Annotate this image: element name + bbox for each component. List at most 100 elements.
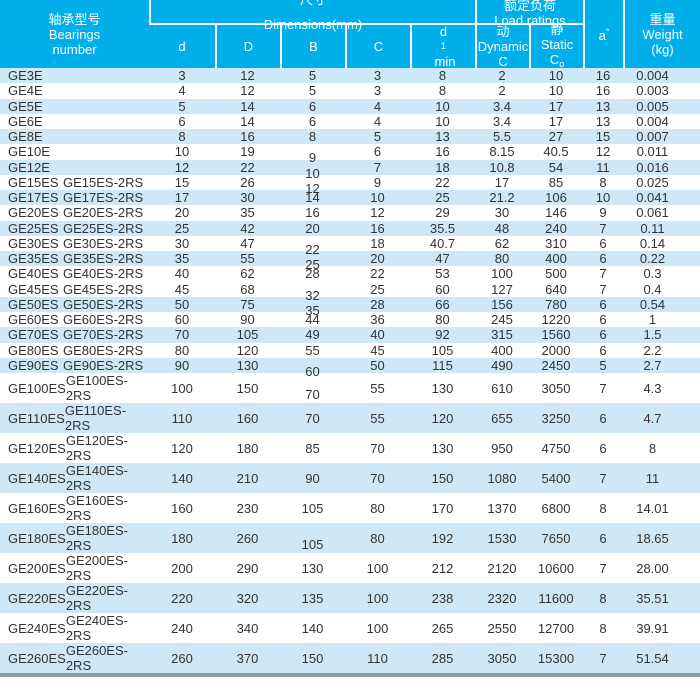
cell-static-co: 146 bbox=[545, 205, 567, 221]
cell-static-co: 54 bbox=[548, 159, 564, 175]
cell-weight: 0.016 bbox=[636, 159, 669, 175]
cell-dynamic-c: 2320 bbox=[487, 590, 517, 606]
cell-a-deg: 6 bbox=[599, 251, 607, 267]
table-row: GE160ES GE160ES-2RS 160 230 105 80 170 1370 6800… bbox=[0, 493, 700, 523]
cell-bearing-names: GE40ES GE40ES-2RS bbox=[0, 266, 149, 281]
cell-static-co: 2450 bbox=[541, 357, 571, 373]
bearing-name: GE4E bbox=[8, 83, 43, 99]
cell-C: 20 bbox=[370, 251, 385, 267]
cell-static-co: 10 bbox=[548, 68, 564, 84]
cell-B: 32 bbox=[305, 287, 320, 303]
cell-a-deg: 16 bbox=[595, 83, 611, 99]
cell-d: 12 bbox=[174, 159, 190, 175]
bearing-name: GE100ES bbox=[8, 380, 66, 396]
cell-C: 100 bbox=[366, 560, 389, 576]
cell-D: 19 bbox=[240, 144, 255, 160]
cell-B: 135 bbox=[301, 590, 324, 606]
cell-static-co: 40.5 bbox=[543, 144, 569, 160]
cell-dynamic-c: 48 bbox=[494, 220, 510, 236]
cell-static-co: 85 bbox=[548, 174, 564, 190]
cell-C: 16 bbox=[370, 220, 385, 236]
cell-weight: 0.4 bbox=[643, 281, 662, 297]
cell-bearing-names: GE15ES GE15ES-2RS bbox=[0, 175, 149, 190]
cell-static-co: 240 bbox=[545, 220, 567, 236]
cell-D: 320 bbox=[236, 590, 259, 606]
cell-a-deg: 12 bbox=[595, 144, 611, 160]
cell-D: 260 bbox=[236, 530, 259, 546]
table-row: GE45ES GE45ES-2RS 45 68 32 25 60 127 640 7 0.4 bbox=[0, 281, 700, 303]
cell-dynamic-c: 1370 bbox=[487, 500, 517, 516]
header-stat-zh: 静 bbox=[550, 21, 564, 37]
cell-D: 12 bbox=[240, 83, 255, 99]
cell-d1-min: 192 bbox=[431, 530, 454, 546]
cell-B: 105 bbox=[301, 536, 324, 552]
bearing-name-2rs: GE40ES-2RS bbox=[63, 266, 144, 282]
cell-dynamic-c: 1080 bbox=[487, 470, 517, 486]
table-row: GE220ES GE220ES-2RS 220 320 135 100 238 2320 116… bbox=[0, 583, 700, 613]
cell-bearing-names: GE110ES GE110ES-2RS bbox=[0, 403, 149, 433]
cell-dynamic-c: 21.2 bbox=[489, 190, 515, 206]
bottom-border-bar bbox=[0, 673, 700, 677]
cell-B: 28 bbox=[305, 266, 320, 282]
cell-dynamic-c: 156 bbox=[491, 296, 513, 312]
cell-dynamic-c: 2550 bbox=[487, 620, 517, 636]
cell-bearing-names: GE70ES GE70ES-2RS bbox=[0, 327, 149, 342]
cell-weight: 28.00 bbox=[636, 560, 669, 576]
cell-a-deg: 7 bbox=[599, 650, 607, 666]
cell-weight: 0.003 bbox=[636, 83, 669, 99]
cell-d1-min: 150 bbox=[431, 470, 454, 486]
bearing-name-2rs: GE260ES-2RS bbox=[65, 643, 128, 673]
cell-bearing-names: GE5E bbox=[0, 99, 149, 114]
bearing-name: GE110ES bbox=[8, 410, 65, 426]
table-row: GE70ES GE70ES-2RS 70 105 49 40 92 315 1560 6 1.5 bbox=[0, 327, 700, 343]
bearing-name: GE50ES bbox=[8, 296, 59, 312]
cell-B: 6 bbox=[308, 98, 317, 114]
cell-bearing-names: GE12E bbox=[0, 160, 149, 175]
cell-d1-min: 120 bbox=[431, 410, 454, 426]
cell-weight: 0.54 bbox=[639, 296, 666, 312]
cell-static-co: 1220 bbox=[541, 312, 571, 328]
bearing-name-2rs: GE120ES-2RS bbox=[65, 433, 128, 463]
cell-C: 25 bbox=[370, 281, 385, 297]
cell-B: 130 bbox=[301, 560, 324, 576]
cell-bearing-names: GE90ES GE90ES-2RS bbox=[0, 358, 149, 373]
cell-a-deg: 6 bbox=[599, 530, 607, 546]
header-dimensions: 尺寸 Dimensions(mm) bbox=[149, 0, 475, 32]
bearing-name-2rs: GE70ES-2RS bbox=[63, 327, 144, 343]
cell-C: 9 bbox=[373, 174, 382, 190]
bearing-name: GE15ES bbox=[8, 174, 59, 190]
cell-d: 10 bbox=[174, 144, 190, 160]
cell-a-deg: 9 bbox=[599, 205, 607, 221]
bearing-name-2rs: GE60ES-2RS bbox=[63, 312, 144, 328]
table-row: GE8E 8 16 8 5 13 5.5 27 15 0.007 bbox=[0, 129, 700, 145]
table-row: GE15ES GE15ES-2RS 15 26 12 9 22 17 85 8 0.025 bbox=[0, 174, 700, 196]
cell-dynamic-c: 80 bbox=[494, 251, 510, 267]
cell-dynamic-c: 2120 bbox=[487, 560, 517, 576]
header-col-static: 静 Static Co bbox=[529, 21, 583, 69]
cell-a-deg: 8 bbox=[599, 590, 607, 606]
cell-D: 62 bbox=[240, 266, 255, 282]
cell-B: 90 bbox=[305, 470, 320, 486]
cell-C: 45 bbox=[370, 342, 385, 358]
cell-d: 45 bbox=[174, 281, 190, 297]
cell-C: 4 bbox=[373, 98, 382, 114]
cell-static-co: 1560 bbox=[541, 327, 571, 343]
cell-C: 100 bbox=[366, 590, 389, 606]
bearing-name: GE90ES bbox=[8, 357, 59, 373]
cell-B: 105 bbox=[301, 500, 324, 516]
cell-d1-min: 285 bbox=[431, 650, 454, 666]
cell-d: 220 bbox=[171, 590, 193, 606]
cell-d: 4 bbox=[178, 83, 186, 99]
cell-bearing-names: GE260ES GE260ES-2RS bbox=[0, 643, 149, 673]
cell-D: 230 bbox=[236, 500, 259, 516]
cell-C: 5 bbox=[373, 129, 382, 145]
cell-d: 25 bbox=[174, 220, 190, 236]
cell-a-deg: 8 bbox=[599, 500, 607, 516]
cell-weight: 2.7 bbox=[643, 357, 662, 373]
header-col-a-deg: a° bbox=[583, 0, 623, 68]
cell-weight: 0.14 bbox=[639, 235, 666, 251]
table-row: GE60ES GE60ES-2RS 60 90 44 36 80 245 1220 6 1 bbox=[0, 312, 700, 328]
cell-d1-min: 130 bbox=[431, 440, 454, 456]
cell-bearing-names: GE160ES GE160ES-2RS bbox=[0, 493, 149, 523]
